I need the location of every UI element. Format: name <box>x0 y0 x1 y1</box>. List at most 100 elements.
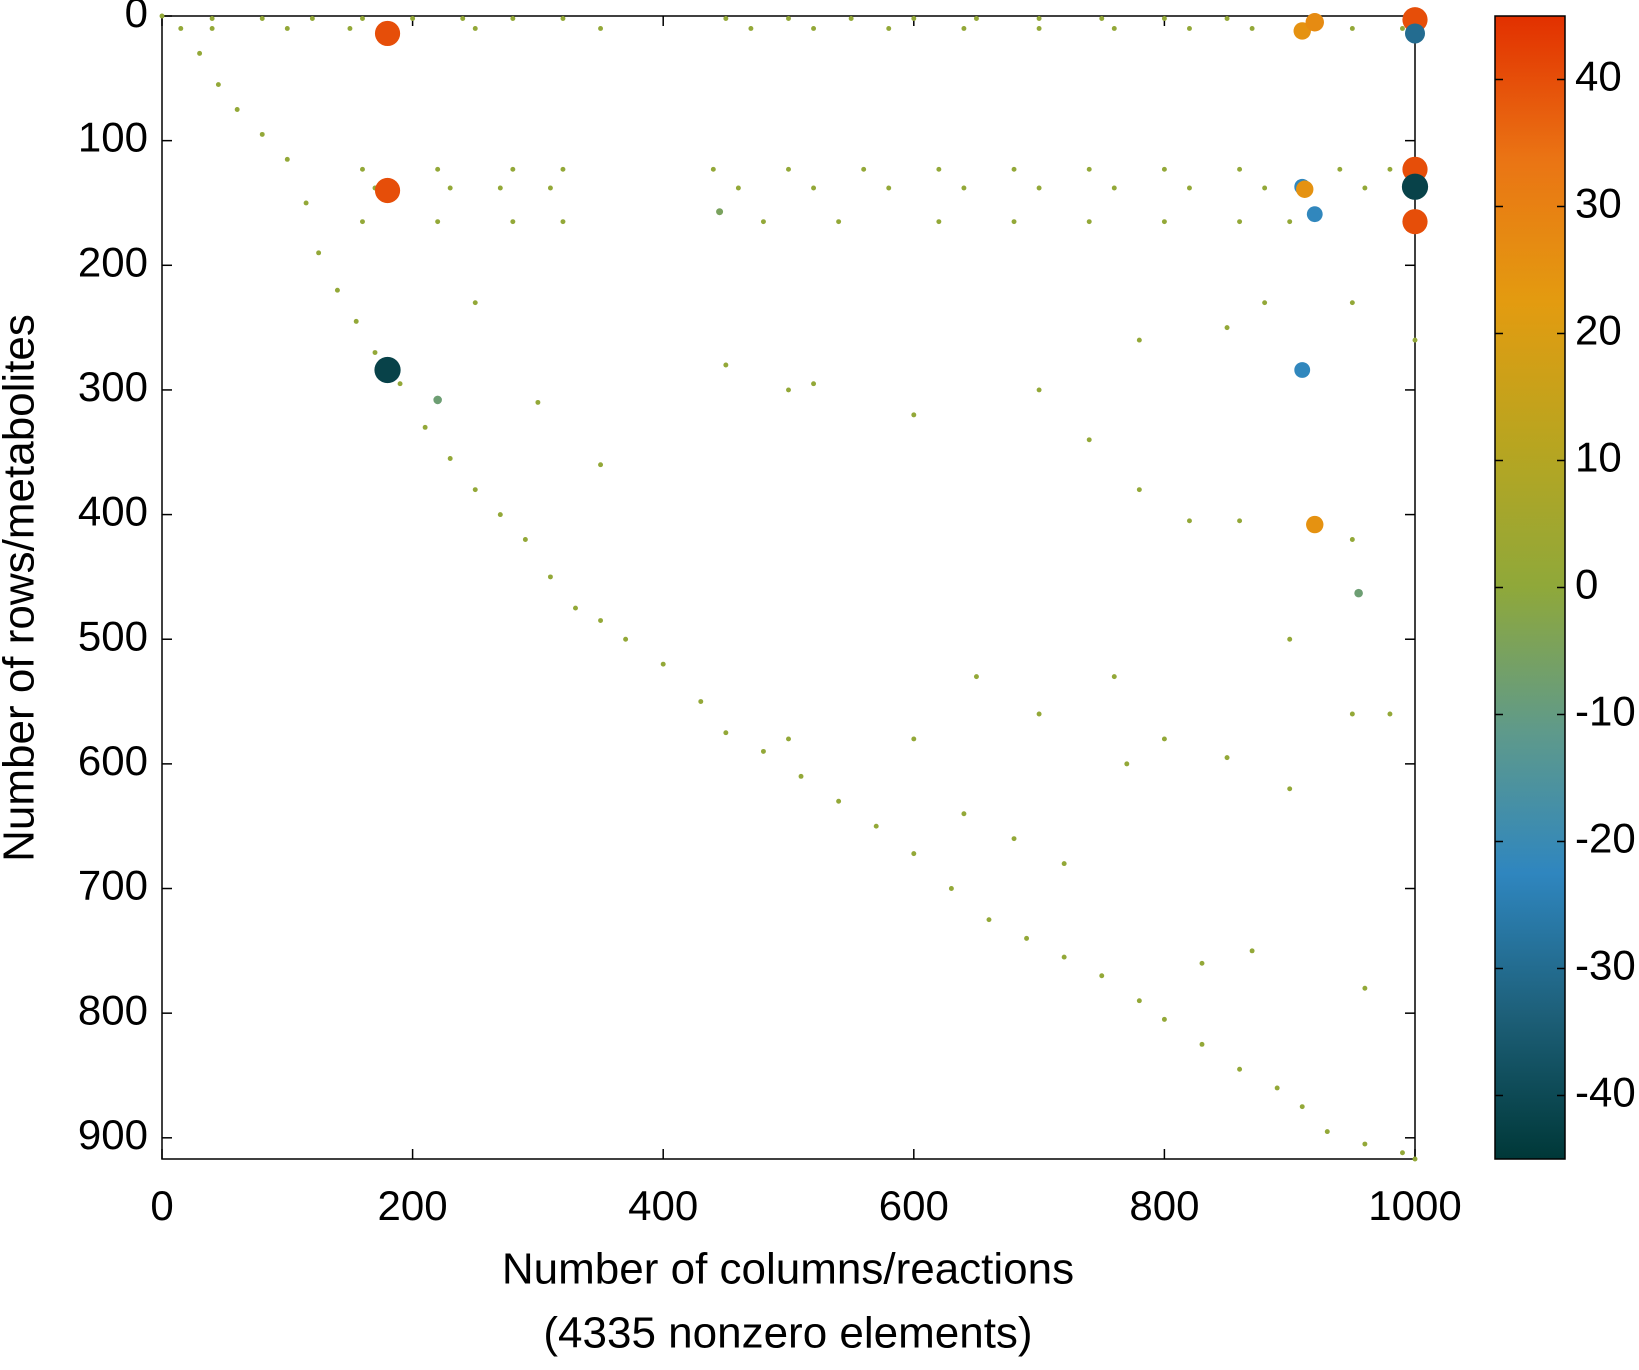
nonzero-element <box>1262 300 1268 306</box>
nonzero-element <box>1306 206 1323 223</box>
nonzero-element <box>911 412 917 418</box>
x-axis-label: Number of columns/reactions <box>502 1245 1074 1294</box>
colorbar-tick-label: 10 <box>1575 434 1622 481</box>
nonzero-element <box>472 300 478 306</box>
nonzero-element <box>1161 16 1167 21</box>
nonzero-element <box>1294 362 1311 378</box>
nonzero-element <box>1412 337 1418 343</box>
nonzero-element <box>861 166 867 172</box>
nonzero-element <box>1362 1141 1368 1147</box>
nonzero-element <box>911 851 917 857</box>
nonzero-element <box>1287 219 1293 225</box>
y-axis-label: Number of rows/metabolites <box>0 314 44 862</box>
nonzero-element <box>522 537 528 542</box>
nonzero-element <box>723 16 729 21</box>
nonzero-element <box>710 166 716 172</box>
nonzero-element <box>1349 711 1355 717</box>
nonzero-element <box>1036 185 1042 191</box>
nonzero-element <box>374 177 401 204</box>
nonzero-element <box>433 395 442 405</box>
y-tick-label: 400 <box>78 488 148 535</box>
nonzero-element <box>886 26 892 31</box>
nonzero-element <box>360 219 365 225</box>
points <box>159 7 1429 1162</box>
nonzero-element <box>1224 755 1230 761</box>
nonzero-element <box>353 318 359 324</box>
nonzero-element <box>811 26 817 31</box>
x-tick-label: 200 <box>378 1182 448 1229</box>
nonzero-element <box>1187 518 1192 524</box>
x-tick-label: 800 <box>1129 1182 1199 1229</box>
nonzero-element <box>936 219 942 225</box>
nonzero-element <box>309 16 315 21</box>
nonzero-element <box>1124 761 1130 767</box>
nonzero-element <box>209 16 215 21</box>
nonzero-element <box>848 16 854 21</box>
nonzero-element <box>1111 26 1117 31</box>
nonzero-element <box>1086 166 1092 172</box>
nonzero-element <box>961 811 967 817</box>
nonzero-element <box>660 661 666 667</box>
nonzero-element <box>811 185 817 191</box>
nonzero-element <box>1161 736 1167 742</box>
nonzero-element <box>598 462 604 468</box>
x-tick-label: 1000 <box>1368 1182 1461 1229</box>
nonzero-element <box>1405 23 1425 44</box>
nonzero-element <box>948 886 954 891</box>
nonzero-element <box>911 736 917 742</box>
nonzero-element <box>1274 1085 1280 1091</box>
x-tick-label: 400 <box>628 1182 698 1229</box>
colorbar-tick-label: -10 <box>1575 688 1636 735</box>
nonzero-element <box>1161 1016 1167 1022</box>
nonzero-element <box>886 185 892 191</box>
nonzero-element <box>1036 387 1042 393</box>
nonzero-element <box>1402 209 1428 235</box>
nonzero-element <box>334 287 340 293</box>
nonzero-element <box>1136 487 1142 493</box>
nonzero-element <box>510 219 516 225</box>
nonzero-element <box>1099 16 1105 21</box>
nonzero-element <box>1237 166 1243 172</box>
colorbar-tick-label: 30 <box>1575 180 1622 227</box>
nonzero-element <box>1305 13 1324 32</box>
nonzero-element <box>798 773 804 779</box>
nonzero-element <box>1262 185 1268 191</box>
nonzero-element <box>1354 588 1363 598</box>
nonzero-element <box>209 26 215 31</box>
nonzero-element <box>735 185 741 191</box>
nonzero-element <box>973 16 979 21</box>
y-tick-label: 200 <box>78 238 148 285</box>
nonzero-element <box>316 250 322 256</box>
nonzero-element <box>215 82 221 88</box>
y-tick-label: 800 <box>78 986 148 1033</box>
colorbar <box>1494 15 1566 1160</box>
nonzero-element <box>598 618 604 623</box>
nonzero-element <box>598 26 604 31</box>
nonzero-element <box>560 219 566 225</box>
nonzero-element <box>1011 219 1017 225</box>
nonzero-element <box>873 823 879 829</box>
nonzero-element <box>1293 22 1311 40</box>
nonzero-element <box>1362 985 1368 991</box>
nonzero-element <box>723 730 729 736</box>
nonzero-element <box>560 16 566 21</box>
nonzero-element <box>510 16 516 21</box>
nonzero-element <box>1400 26 1405 31</box>
nonzero-element <box>497 512 503 518</box>
colorbar-tick-label: -20 <box>1575 815 1636 862</box>
y-tick-label: 500 <box>78 612 148 659</box>
nonzero-element <box>1111 185 1117 191</box>
nonzero-element <box>1086 437 1092 443</box>
nonzero-element <box>573 605 578 611</box>
nonzero-element <box>197 50 203 56</box>
nonzero-element <box>1161 219 1167 225</box>
nonzero-element <box>1412 1156 1418 1162</box>
nonzero-element <box>698 699 704 705</box>
nonzero-element <box>936 166 942 172</box>
nonzero-element <box>1299 1104 1305 1110</box>
nonzero-element <box>284 156 290 162</box>
nonzero-element <box>497 185 503 191</box>
nonzero-element <box>1036 16 1042 21</box>
nonzero-element <box>1362 185 1368 191</box>
